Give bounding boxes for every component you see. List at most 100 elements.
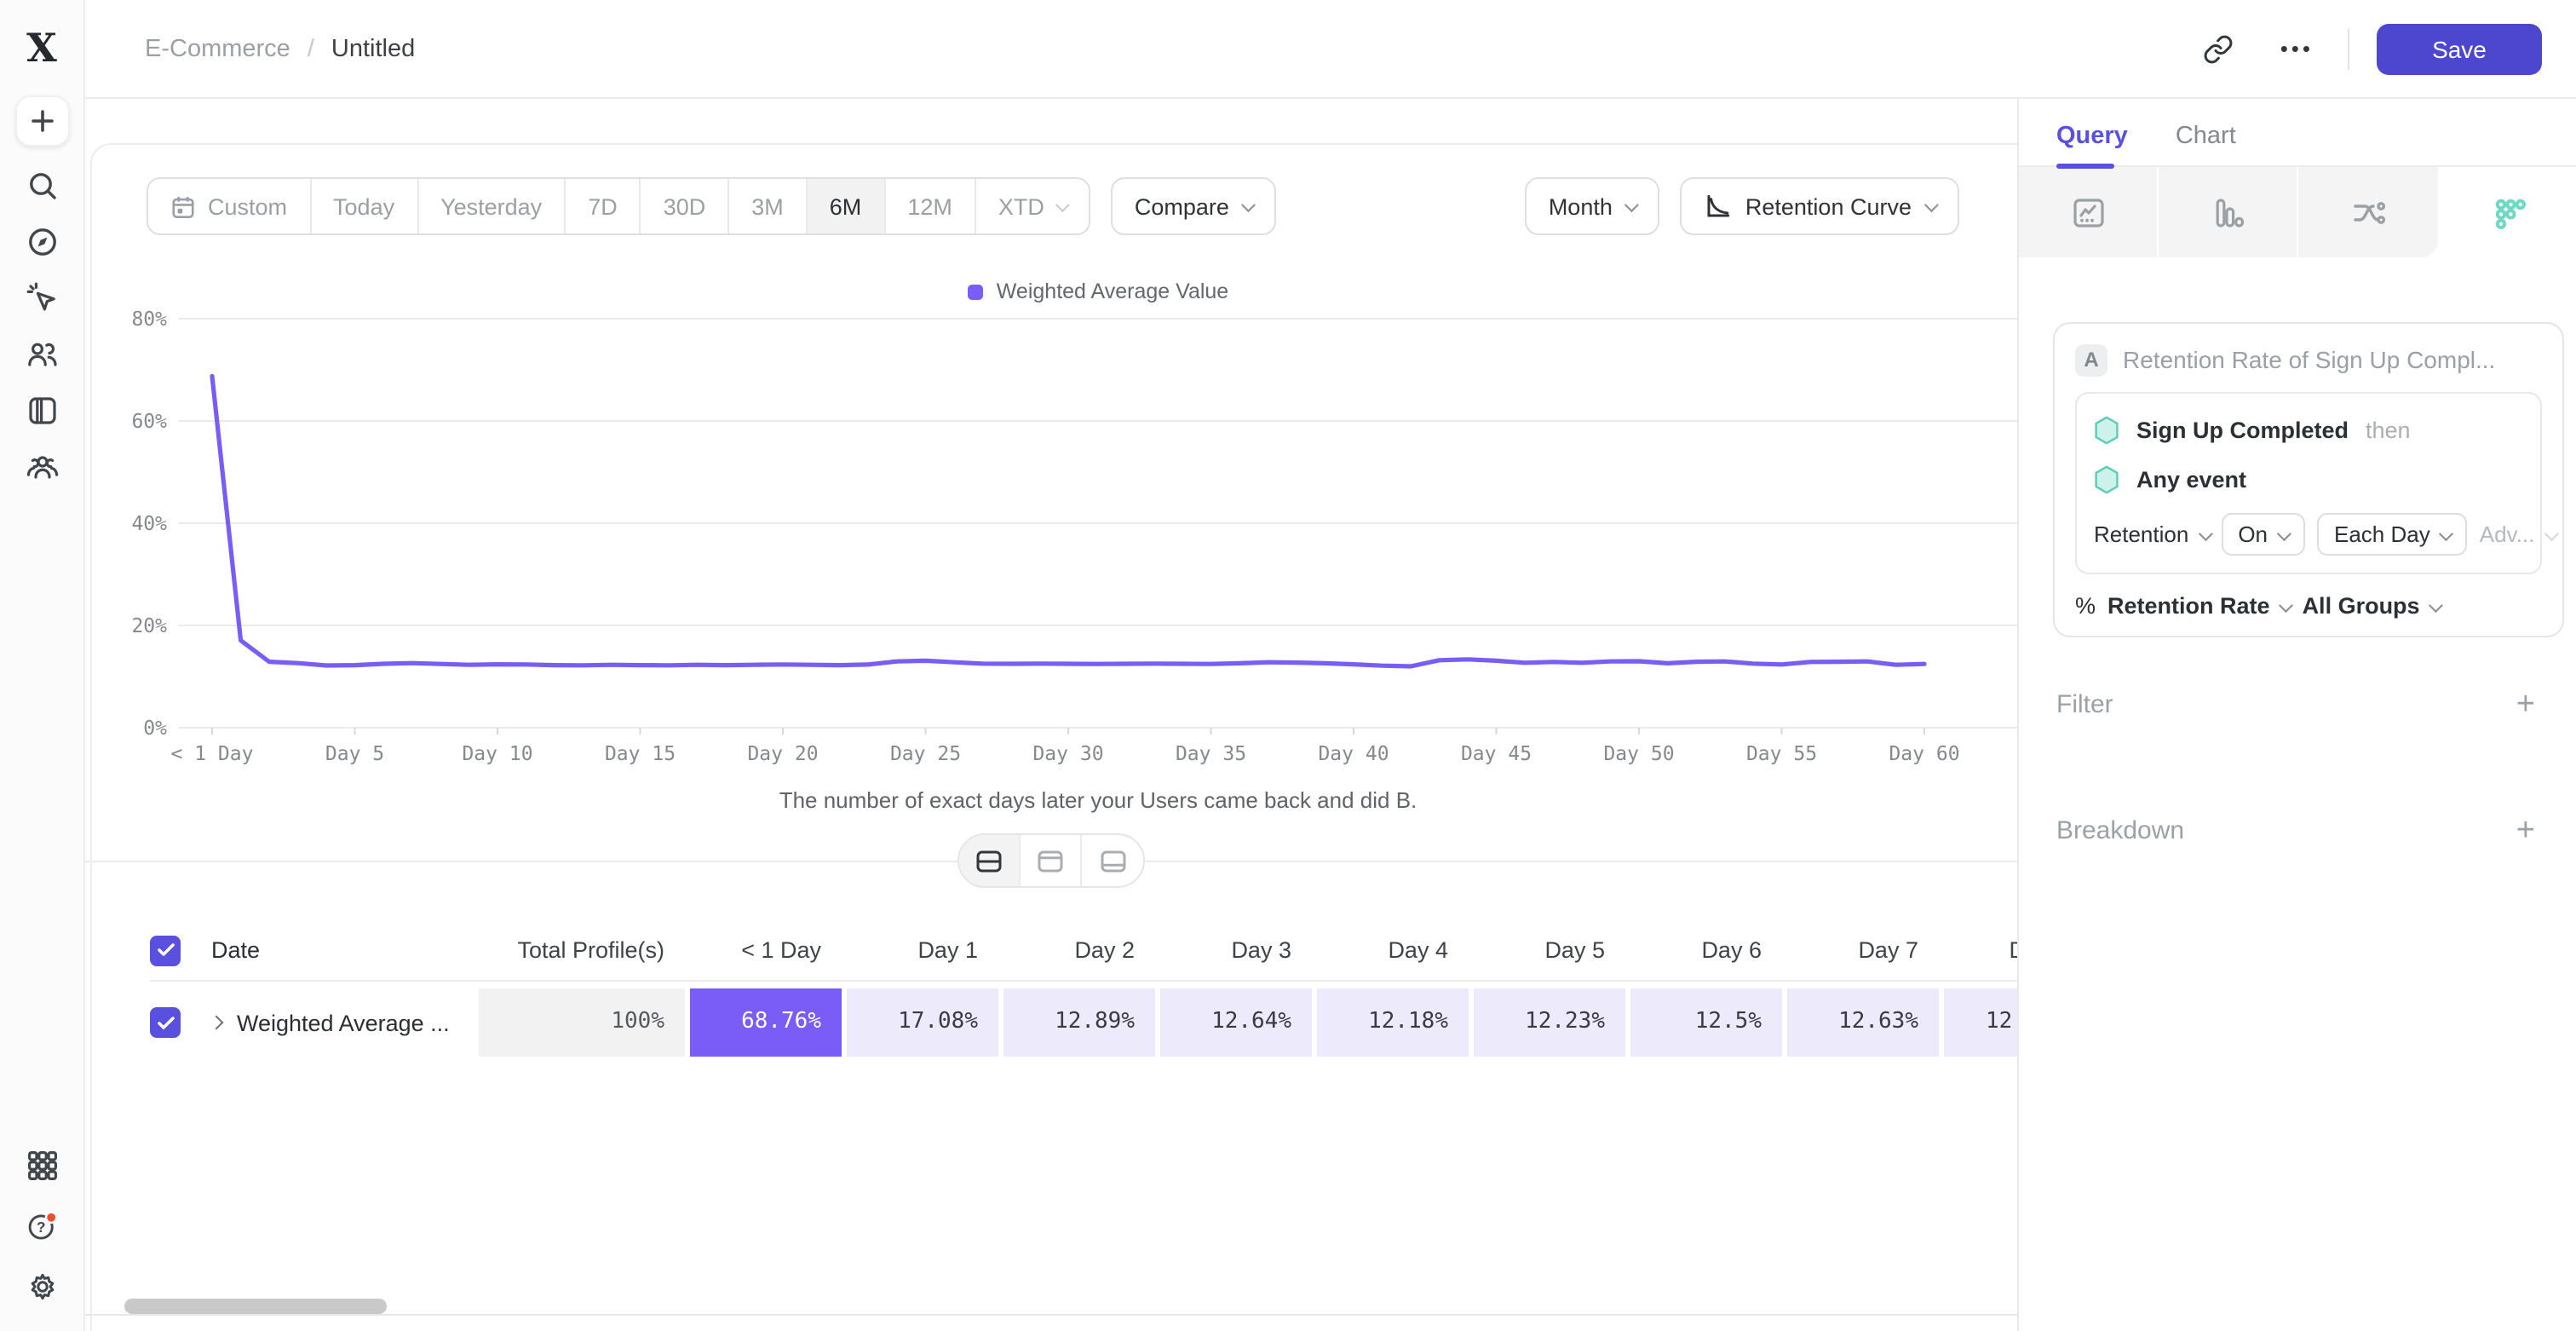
column-header[interactable]: Total Profile(s) — [517, 937, 664, 963]
groups-dropdown[interactable]: All Groups — [2303, 593, 2444, 619]
svg-text:80%: 80% — [131, 308, 167, 331]
svg-text:Day 40: Day 40 — [1318, 743, 1389, 765]
query-title[interactable]: Retention Rate of Sign Up Compl... — [2123, 346, 2496, 373]
each-day-dropdown[interactable]: Each Day — [2317, 513, 2468, 556]
column-header[interactable]: Day 3 — [1231, 937, 1291, 963]
first-event-row[interactable]: Sign Up Completed then — [2094, 411, 2523, 448]
measure-dropdown[interactable]: Retention Rate — [2107, 593, 2294, 619]
range-yesterday-button[interactable]: Yesterday — [418, 179, 566, 233]
column-header[interactable]: D — [1944, 937, 2018, 963]
chevron-down-icon — [2439, 526, 2454, 541]
chevron-down-icon — [1624, 198, 1640, 213]
chevron-down-icon — [1923, 198, 1939, 213]
date-column-header[interactable]: Date — [211, 937, 261, 963]
chevron-down-icon — [2429, 597, 2444, 613]
boards-icon[interactable] — [25, 394, 59, 428]
range-today-button[interactable]: Today — [311, 179, 419, 233]
apps-grid-icon[interactable] — [25, 1149, 59, 1183]
first-event-label: Sign Up Completed — [2136, 417, 2349, 442]
search-icon[interactable] — [25, 169, 59, 203]
date-controls-row: Custom Today Yesterday 7D 30D 3M 6M 12M … — [147, 177, 1959, 235]
help-icon[interactable]: ? — [25, 1210, 59, 1244]
retention-tab[interactable] — [2438, 167, 2576, 257]
range-7d-button[interactable]: 7D — [566, 179, 641, 233]
column-header[interactable]: Day 2 — [1074, 937, 1135, 963]
left-sidebar: X ? — [0, 0, 85, 1331]
table-cell: 12. — [1944, 988, 2017, 1057]
compare-button[interactable]: Compare — [1110, 177, 1277, 235]
column-header[interactable]: Day 1 — [917, 937, 978, 963]
select-all-checkbox[interactable] — [150, 935, 181, 965]
split-view-button[interactable] — [959, 835, 1021, 886]
chevron-down-icon — [1241, 198, 1256, 213]
report-title[interactable]: Untitled — [331, 35, 416, 62]
create-new-button[interactable] — [14, 95, 69, 147]
percent-sign: % — [2075, 593, 2096, 619]
range-xtd-button[interactable]: XTD — [975, 179, 1089, 233]
column-header[interactable]: Day 5 — [1544, 937, 1605, 963]
chart-legend[interactable]: Weighted Average Value — [179, 279, 2017, 303]
granularity-button[interactable]: Month — [1524, 177, 1660, 235]
advanced-dropdown[interactable]: Adv... — [2480, 521, 2559, 547]
row-checkbox[interactable] — [150, 1007, 181, 1038]
flows-tab[interactable] — [2298, 167, 2438, 257]
horizontal-scrollbar-thumb[interactable] — [124, 1299, 387, 1314]
tab-chart[interactable]: Chart — [2175, 123, 2236, 150]
range-12m-button[interactable]: 12M — [885, 179, 976, 233]
discover-compass-icon[interactable] — [25, 225, 59, 259]
table-header-row: Date Total Profile(s) < 1 Day Day 1 Day 2 Da… — [150, 920, 2017, 982]
column-header[interactable]: Day 4 — [1388, 937, 1448, 963]
chart-type-button[interactable]: Retention Curve — [1680, 177, 1959, 235]
add-breakdown-button[interactable]: + — [2516, 813, 2535, 849]
date-range-group: Custom Today Yesterday 7D 30D 3M 6M 12M … — [147, 177, 1090, 235]
more-options-icon[interactable]: ••• — [2280, 36, 2314, 61]
range-30d-button[interactable]: 30D — [641, 179, 730, 233]
top-bar: E-Commerce / Untitled ••• Save — [85, 0, 2576, 99]
column-header[interactable]: Day 7 — [1858, 937, 1918, 963]
flows-icon — [2354, 201, 2386, 223]
insights-tab[interactable] — [2019, 167, 2159, 257]
add-filter-button[interactable]: + — [2516, 687, 2535, 723]
svg-text:Day 15: Day 15 — [605, 743, 676, 765]
filter-section: Filter + — [2056, 689, 2535, 721]
breadcrumb-project[interactable]: E-Commerce — [145, 35, 290, 62]
range-custom-button[interactable]: Custom — [148, 179, 312, 233]
filter-label: Filter — [2056, 690, 2113, 719]
table-cell: 12.18% — [1317, 988, 1469, 1057]
expand-row-icon[interactable] — [209, 1015, 224, 1030]
report-canvas: Custom Today Yesterday 7D 30D 3M 6M 12M … — [85, 99, 2017, 1331]
chevron-down-icon — [2544, 526, 2559, 541]
retention-type-dropdown[interactable]: Retention — [2094, 521, 2213, 547]
funnels-icon — [2215, 198, 2243, 227]
funnels-tab[interactable] — [2159, 167, 2298, 257]
chart-type-strip — [2019, 167, 2576, 257]
range-3m-button[interactable]: 3M — [729, 179, 808, 233]
tab-query[interactable]: Query — [2056, 123, 2128, 169]
column-header[interactable]: Day 6 — [1701, 937, 1762, 963]
save-button[interactable]: Save — [2377, 23, 2542, 74]
table-only-view-button[interactable] — [1082, 835, 1143, 886]
chart-only-view-button[interactable] — [1021, 835, 1082, 886]
svg-text:Day 10: Day 10 — [462, 743, 532, 765]
header-check-cell — [150, 935, 206, 965]
query-card: A Retention Rate of Sign Up Compl... Sig… — [2053, 322, 2564, 637]
return-event-row[interactable]: Any event — [2094, 460, 2523, 498]
table-cell: 12.64% — [1160, 988, 1312, 1057]
measure-row: % Retention Rate All Groups — [2075, 593, 2542, 619]
row-name-cell[interactable]: Weighted Average ... — [209, 1010, 474, 1035]
copy-link-icon[interactable] — [2195, 25, 2243, 72]
users-icon[interactable] — [25, 337, 59, 372]
svg-text:Day 5: Day 5 — [325, 743, 384, 765]
settings-gear-icon[interactable] — [25, 1271, 59, 1305]
on-dropdown[interactable]: On — [2221, 513, 2305, 556]
plus-icon — [25, 104, 59, 138]
mixpanel-logo-icon[interactable]: X — [26, 25, 57, 71]
cohorts-icon[interactable] — [25, 450, 59, 484]
range-6m-button[interactable]: 6M — [807, 179, 886, 233]
events-cursor-icon[interactable] — [25, 281, 59, 315]
then-label: then — [2366, 417, 2411, 442]
svg-text:Day 55: Day 55 — [1746, 743, 1817, 765]
svg-text:< 1 Day: < 1 Day — [171, 743, 254, 765]
chart-controls: Month Retention Curve — [1524, 177, 1959, 235]
column-header[interactable]: < 1 Day — [741, 937, 821, 963]
